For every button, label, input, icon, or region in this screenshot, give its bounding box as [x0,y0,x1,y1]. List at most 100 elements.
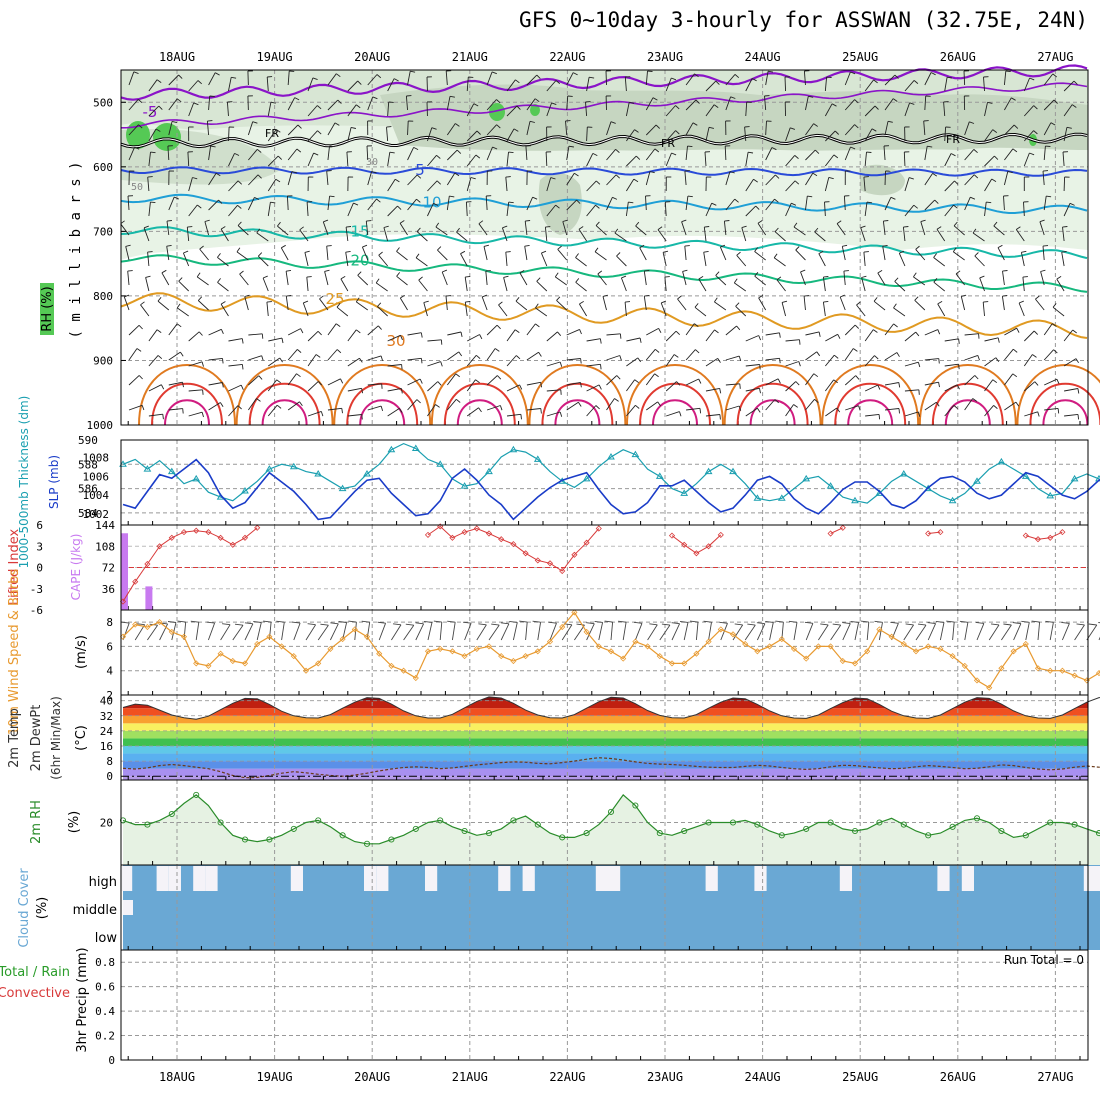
wind-barb-flag [798,361,801,367]
wind-barb [168,381,183,386]
wind-barb [681,221,687,236]
wind-barb-flag [127,270,133,272]
wind-barb-flag [878,414,881,420]
wind-barb-flag [380,355,384,361]
wind-barb [437,249,448,261]
dewpt-axis-label: 2m DewPt [29,705,44,772]
wind-barb [486,99,497,111]
wind-barb-flag [520,414,522,420]
wind-barb [427,127,433,142]
wind-barb [735,305,747,317]
wind-barb [188,80,199,92]
wind-barb-flag [176,98,182,103]
wind-barb [427,203,434,217]
wind-barb-flag [704,226,710,228]
wind-barb [698,278,707,292]
isotherm-surface-loop [834,382,907,426]
wind-speed-point [327,645,334,652]
wind-barb-flag [201,412,204,418]
wind-barb-flag [578,402,582,407]
wind-barb [924,401,937,411]
wind-barb-flag [456,227,460,233]
thickness-point [802,474,811,482]
wind-barb-flag [371,171,377,174]
wind-barb [407,120,409,136]
temp-line [122,696,1100,720]
wind-barb-flag [917,623,927,626]
wind-barb [446,196,450,211]
wind-barb [645,195,647,211]
wind-barb [387,152,391,167]
cloud-clear-middle [123,900,133,915]
wind-barb [725,383,740,386]
lifted-index-point [705,543,712,550]
wind-barb-flag [337,99,342,104]
wind-barb-flag [1029,77,1035,81]
rh-point [705,819,712,826]
wind-barb-flag [378,251,383,256]
wind-barb [148,152,151,167]
wind-barb [904,331,916,342]
wind-barb [148,355,159,367]
wind-barb-flag [357,80,362,85]
wind-barb-flag [739,383,741,389]
wind-barb-flag [757,220,763,224]
wind-barb [148,79,158,92]
wind-barb [486,405,501,411]
rh-point [607,808,615,815]
date-label-bottom: 23AUG [647,1070,683,1084]
wind-barb [904,177,910,192]
wind-barb-flag [171,120,178,124]
wind-barb [347,127,352,142]
wind-barb [1064,388,1078,392]
wind-barb [486,348,496,361]
slp-tick-label: 1008 [83,452,110,465]
cape-tick-label: 108 [95,540,115,553]
wind-barb-flag [392,623,402,626]
thickness-point [680,489,689,496]
wind-barb [684,171,687,186]
wind-barb-flag [828,176,834,180]
wind-barb-flag [604,620,613,623]
wind-barb-flag [554,272,559,278]
wind-barb [586,405,597,417]
thickness-point [607,453,615,460]
isotherm-surface-loop [235,364,334,426]
wind-barb-flag [376,198,381,203]
wind-barb [208,328,222,336]
wind-barb [519,272,528,286]
wind-barb-flag [261,355,264,361]
wind-barb-flag [155,128,161,132]
wind-speed-point [1095,670,1100,677]
rh-point [900,821,907,828]
wind-barb-flag [946,620,955,623]
wind-barb-flag [1052,323,1057,327]
rh-point [339,832,346,839]
wind-barb-flag [1042,170,1049,172]
wind-barb-flag [675,130,680,135]
wind-barb-flag [320,411,324,417]
temp-band [123,746,1088,754]
wind-barb [883,145,886,161]
wind-barb [635,225,647,236]
wind-barb-flag [823,275,829,278]
slp-tick-label: 1002 [83,508,110,521]
wind-barb-flag [687,195,693,198]
wind-barb [248,355,262,361]
wind-barb-flag [276,404,282,409]
rh-point [778,832,785,839]
isotherm-surface-loop [1029,382,1100,426]
wind-barb [774,231,786,242]
wind-barb [914,299,926,311]
wind-barb [964,121,970,136]
wind-barb [536,280,548,292]
wind-barb [386,127,389,142]
wind-barb [860,227,866,242]
wind-barb-flag [494,348,500,352]
wind-barb [1043,349,1054,361]
wind-barb-flag [863,251,869,253]
wind-barb-flag [602,294,608,297]
wind-barb [327,349,338,361]
wind-barb [407,332,422,336]
wind-barb [387,408,400,417]
